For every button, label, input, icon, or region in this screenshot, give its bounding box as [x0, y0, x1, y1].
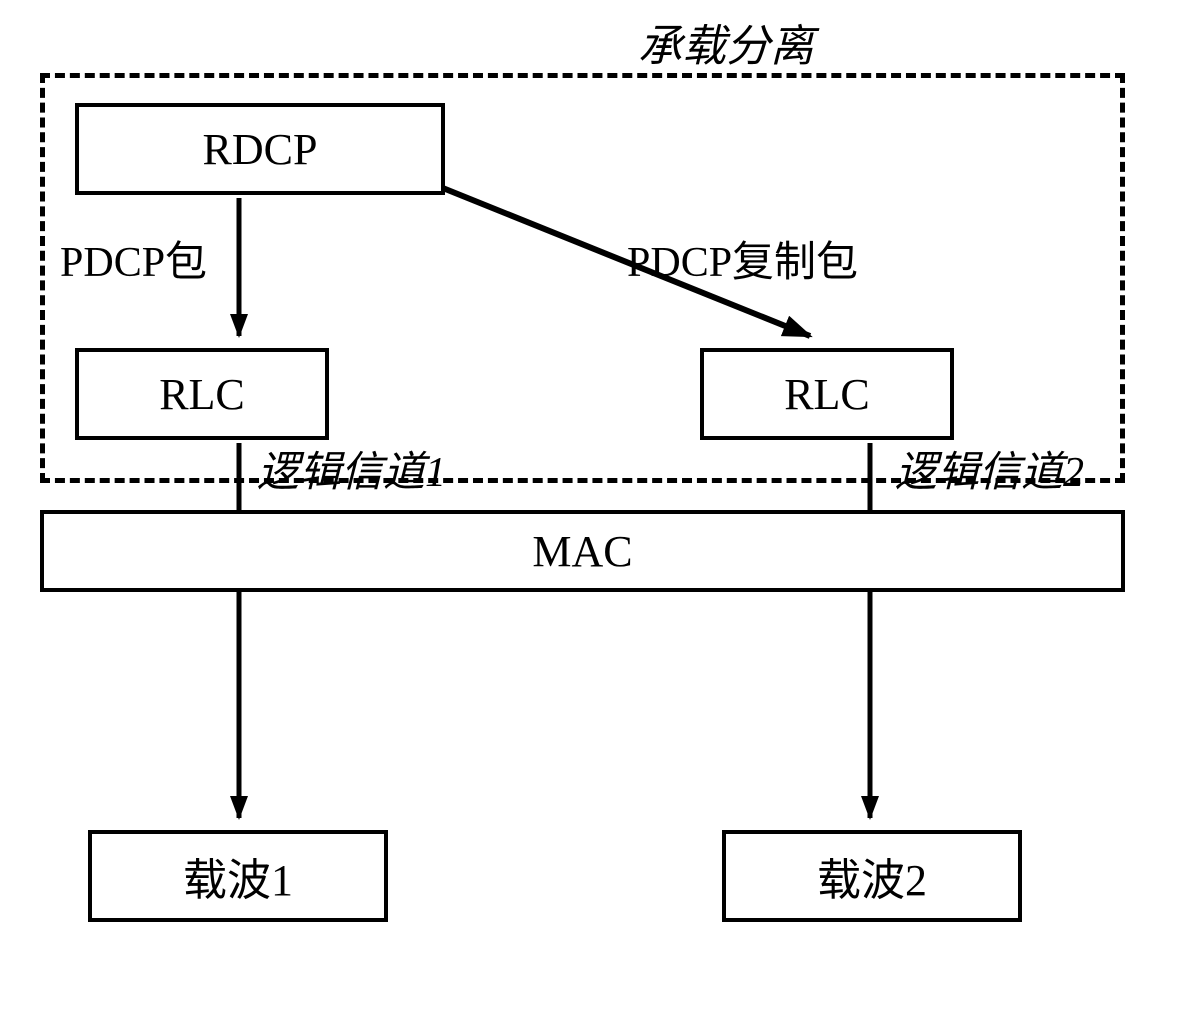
rlc-left-label: RLC — [159, 369, 245, 420]
rlc-right-label: RLC — [784, 369, 870, 420]
mac-label: MAC — [532, 526, 632, 577]
logical-channel-1-label: 逻辑信道1 — [257, 438, 446, 499]
pdcp-copy-packet-label: PDCP复制包 — [627, 228, 858, 289]
logical-channel-2-label: 逻辑信道2 — [895, 438, 1084, 499]
pdcp-packet-label: PDCP包 — [60, 228, 207, 289]
carrier-1-box: 载波1 — [88, 830, 388, 922]
diagram-title: 承载分离 — [638, 10, 814, 74]
diagram-canvas: 承载分离 RDCP RLC RLC MAC 载波1 载波2 PD — [0, 0, 1188, 1020]
rdcp-label: RDCP — [203, 124, 318, 175]
mac-box: MAC — [40, 510, 1125, 592]
carrier-1-label: 载波1 — [183, 844, 293, 908]
rlc-right-box: RLC — [700, 348, 954, 440]
carrier-2-label: 载波2 — [817, 844, 927, 908]
carrier-2-box: 载波2 — [722, 830, 1022, 922]
rdcp-box: RDCP — [75, 103, 445, 195]
rlc-left-box: RLC — [75, 348, 329, 440]
